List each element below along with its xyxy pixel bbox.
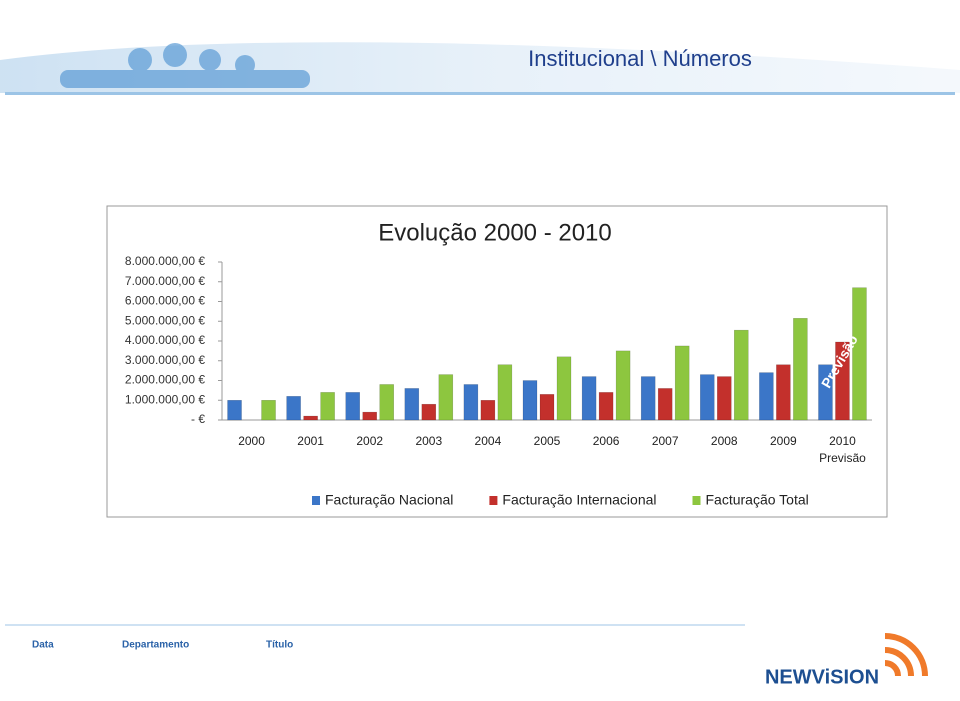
chart-title: Evolução 2000 - 2010	[378, 219, 612, 246]
bar	[776, 364, 791, 421]
x-tick-label: 2005	[534, 434, 561, 448]
bar	[598, 392, 614, 421]
y-tick-label: 7.000.000,00 €	[125, 274, 205, 288]
logo-text: NEWViSION	[765, 666, 879, 688]
bar	[286, 396, 301, 421]
y-tick-label: 8.000.000,00 €	[125, 254, 205, 268]
bar	[657, 388, 673, 421]
bar	[303, 415, 318, 421]
bar	[556, 356, 572, 421]
bar	[480, 400, 496, 421]
chart-frame	[106, 205, 888, 518]
bar	[759, 372, 774, 421]
legend-label: Facturação Total	[706, 492, 809, 508]
bar	[734, 329, 749, 421]
bar	[793, 318, 808, 421]
footer-date: Data	[32, 640, 54, 651]
bar	[818, 364, 833, 421]
x-tick-label: 2007	[652, 434, 679, 448]
bar	[362, 411, 377, 421]
header-rule	[5, 92, 955, 95]
y-tick-label: 3.000.000,00 €	[125, 353, 205, 367]
bar	[463, 384, 479, 421]
x-tick-label: 2004	[475, 434, 502, 448]
x-tick-label: 2000	[238, 434, 265, 448]
y-tick-label: 5.000.000,00 €	[125, 313, 205, 327]
bar	[497, 364, 513, 421]
legend-label: Facturação Internacional	[502, 492, 656, 508]
plot: - € 1.000.000,00 € 2.000.000,00 € 3.000.000…	[125, 254, 872, 508]
bar	[522, 380, 538, 421]
bar	[581, 376, 597, 421]
x-tick-label: 2006	[593, 434, 620, 448]
y-tick-label: 4.000.000,00 €	[125, 333, 205, 347]
footer-department: Departamento	[122, 640, 189, 651]
bar	[379, 384, 394, 421]
x-tick-label: 2002	[356, 434, 383, 448]
footer-title: Título	[266, 640, 293, 651]
header-logo	[60, 43, 310, 88]
footer-rule	[5, 624, 745, 626]
y-tick-label: - €	[191, 412, 205, 426]
y-tick-label: 6.000.000,00 €	[125, 294, 205, 308]
y-tick-label: 2.000.000,00 €	[125, 373, 205, 387]
y-tick-label: 1.000.000,00 €	[125, 392, 205, 406]
legend-swatch	[489, 496, 498, 505]
legend-swatch	[692, 496, 701, 505]
bar	[615, 350, 631, 421]
page-title: Institucional \ Números	[528, 46, 752, 71]
bar	[227, 400, 242, 421]
logo-arcs	[884, 633, 928, 677]
bar	[345, 392, 360, 421]
legend-label: Facturação Nacional	[325, 492, 453, 508]
legend-swatch	[312, 496, 320, 505]
bar	[700, 374, 715, 421]
x-tick-label: 2008	[711, 434, 738, 448]
x-tick-label: 2001	[297, 434, 324, 448]
x-tick-label: 2010 Previsão	[819, 434, 866, 465]
bar	[539, 394, 555, 421]
bar	[320, 392, 335, 421]
bar	[438, 374, 454, 421]
bar	[404, 388, 420, 421]
bar	[852, 287, 867, 421]
bar	[421, 403, 437, 421]
bar	[717, 376, 732, 421]
bar	[640, 376, 656, 421]
bar	[261, 400, 276, 421]
x-tick-label: 2003	[415, 434, 442, 448]
bar	[674, 345, 690, 421]
x-tick-label: 2009	[770, 434, 797, 448]
bar	[835, 341, 850, 421]
